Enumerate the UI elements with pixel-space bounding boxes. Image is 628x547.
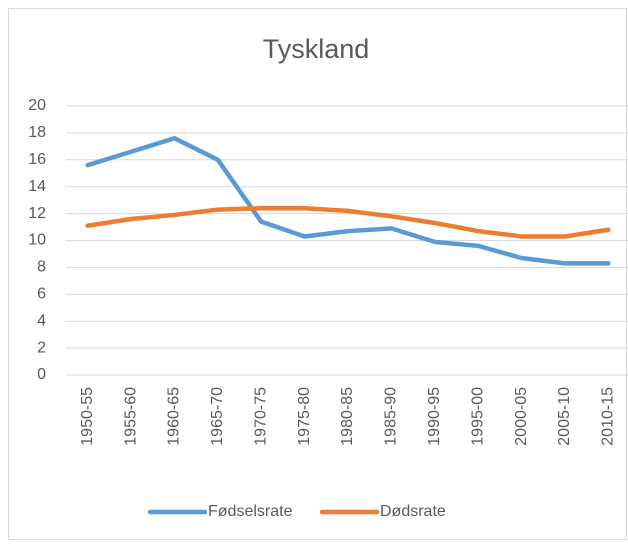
line-series	[85, 205, 611, 239]
y-tick-label: 14	[28, 178, 46, 195]
y-tick-label: 2	[37, 339, 46, 356]
x-tick-label: 1975-80	[296, 387, 313, 446]
y-tick-label: 16	[28, 151, 46, 168]
legend-label: Dødsrate	[380, 503, 446, 520]
y-tick-label: 6	[37, 286, 46, 303]
x-tick-label: 1980-85	[339, 387, 356, 446]
chart-title: Tyskland	[263, 34, 370, 64]
y-tick-label: 0	[37, 366, 46, 383]
x-tick-label: 1955-60	[122, 387, 139, 446]
x-tick-label: 1950-55	[79, 387, 96, 446]
y-tick-label: 20	[28, 97, 46, 114]
x-tick-label: 2010-15	[600, 387, 617, 446]
legend-label: Fødselsrate	[208, 503, 293, 520]
x-tick-label: 1960-65	[166, 387, 183, 446]
y-tick-label: 10	[28, 232, 46, 249]
x-tick-label: 1995-00	[469, 387, 486, 446]
y-tick-label: 12	[28, 205, 46, 222]
y-tick-label: 4	[37, 312, 46, 329]
y-tick-label: 8	[37, 259, 46, 276]
x-tick-label: 1965-70	[209, 387, 226, 446]
y-tick-label: 18	[28, 124, 46, 141]
x-tick-label: 1970-75	[252, 387, 269, 446]
x-tick-label: 2005-10	[556, 387, 573, 446]
line-series	[85, 136, 611, 266]
chart-border	[8, 8, 627, 540]
x-tick-label: 1990-95	[426, 387, 443, 446]
x-tick-label: 1985-90	[383, 387, 400, 446]
x-tick-label: 2000-05	[513, 387, 530, 446]
